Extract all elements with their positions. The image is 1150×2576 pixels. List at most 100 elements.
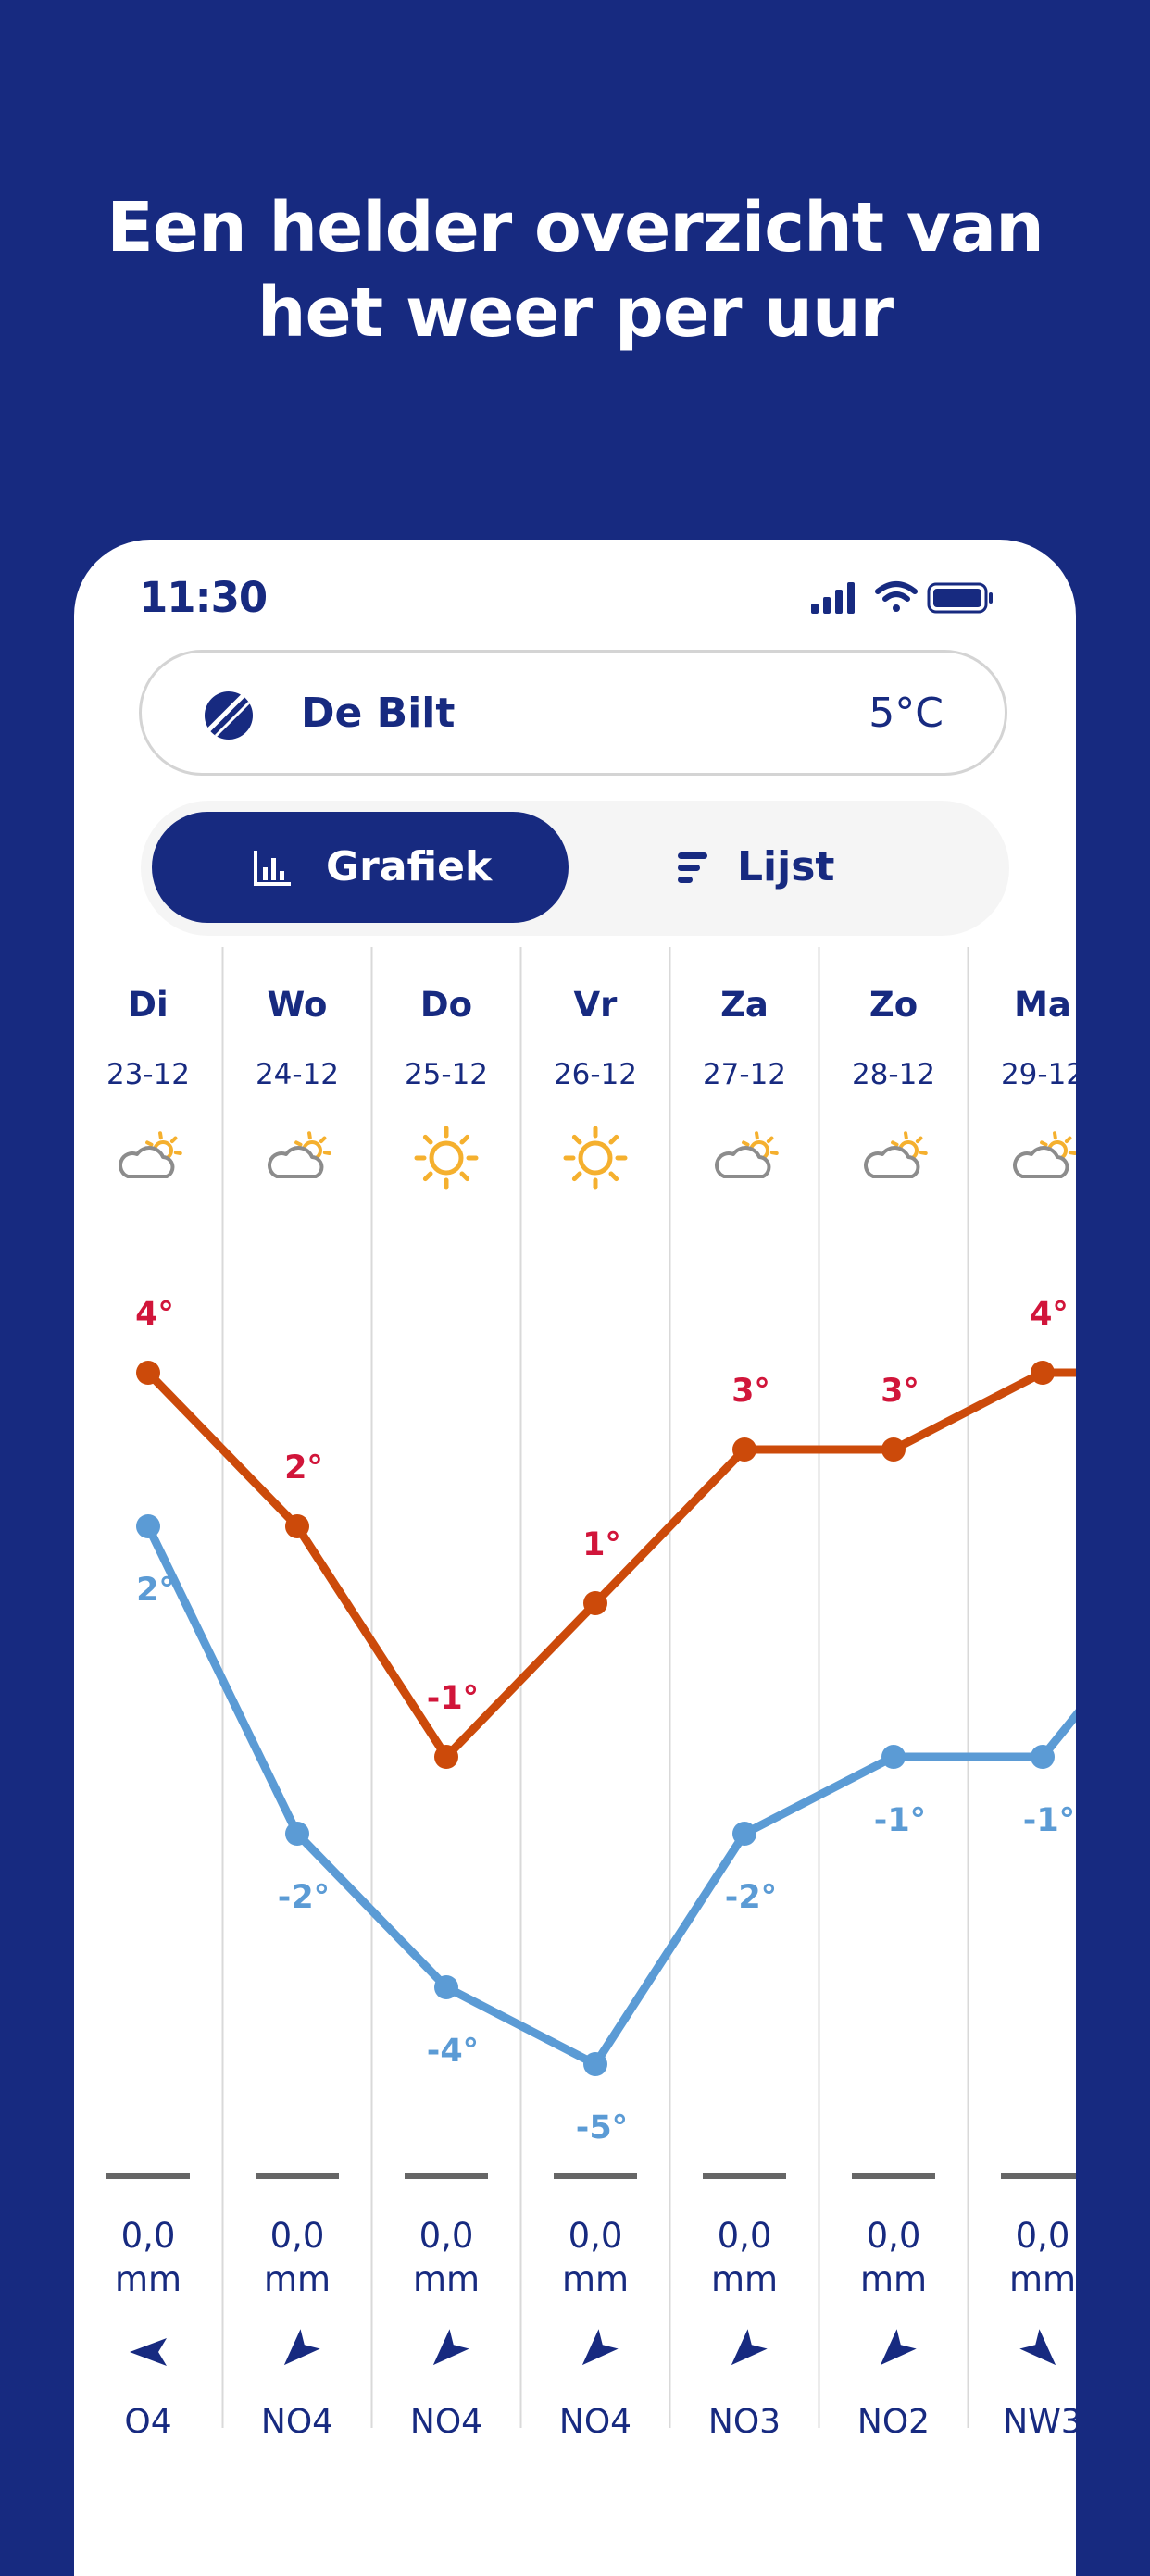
min-temperature-line — [144, 1524, 1076, 2069]
min-temperature-point — [136, 1514, 160, 1538]
wind-direction-icon — [880, 2329, 917, 2366]
max-temperature-label: 3° — [881, 1373, 919, 1410]
min-temperature-label: -1° — [874, 1802, 926, 1839]
min-temperature-point — [732, 1822, 756, 1846]
wind-direction-icon — [432, 2329, 469, 2366]
day-label: Zo — [869, 985, 918, 1025]
precipitation-unit: mm — [860, 2259, 927, 2299]
precipitation-value: 0,0 — [270, 2216, 325, 2256]
precipitation-unit: mm — [711, 2259, 778, 2299]
status-time: 11:30 — [139, 573, 268, 622]
min-temperature-label: -5° — [576, 2109, 628, 2147]
phone-screen: 11:30 De Bilt 5°C — [74, 540, 1076, 2576]
max-temperature-label: 4° — [1030, 1296, 1069, 1333]
date-label: 25-12 — [405, 1058, 488, 1091]
headline-line-2: het weer per uur — [256, 273, 894, 353]
min-temperature-label: -2° — [725, 1879, 777, 1916]
location-name: De Bilt — [301, 690, 456, 737]
partly-cloudy-icon — [715, 1131, 779, 1178]
precipitation-unit: mm — [562, 2259, 629, 2299]
date-label: 26-12 — [554, 1058, 637, 1091]
date-label: 23-12 — [106, 1058, 190, 1091]
list-icon — [678, 852, 707, 883]
battery-icon — [927, 582, 993, 614]
partly-cloudy-icon — [1013, 1131, 1076, 1178]
cellular-signal-icon — [811, 582, 855, 614]
wind-label: NO4 — [559, 2403, 631, 2441]
location-bar[interactable]: De Bilt 5°C — [139, 650, 1007, 776]
wind-label: NW3 — [1003, 2403, 1076, 2441]
wind-label: O4 — [124, 2403, 171, 2441]
min-temperature-point — [434, 1975, 458, 1999]
tab-list[interactable]: Lijst — [580, 812, 998, 923]
min-temperature-point — [881, 1745, 906, 1769]
current-temperature: 5°C — [869, 690, 944, 737]
sun-icon — [414, 1126, 479, 1190]
status-icons — [811, 581, 993, 614]
wifi-icon — [875, 581, 918, 612]
precipitation-value: 0,0 — [867, 2216, 921, 2256]
max-temperature-point — [732, 1437, 756, 1462]
precipitation-unit: mm — [115, 2259, 181, 2299]
min-temperature-label: 2° — [136, 1572, 175, 1609]
precipitation-value: 0,0 — [1016, 2216, 1070, 2256]
max-temperature-label: 1° — [582, 1526, 621, 1563]
max-temperature-point — [881, 1437, 906, 1462]
tab-graph-label: Grafiek — [326, 843, 493, 890]
day-label: Ma — [1014, 985, 1071, 1025]
precipitation-value: 0,0 — [419, 2216, 474, 2256]
wind-label: NO4 — [410, 2403, 482, 2441]
partly-cloudy-icon — [268, 1131, 331, 1178]
max-temperature-point — [583, 1591, 607, 1615]
max-temperature-label: 2° — [284, 1450, 323, 1487]
max-temperature-point — [1031, 1361, 1055, 1385]
max-temperature-line — [144, 1368, 1076, 1761]
day-label: Di — [128, 985, 168, 1025]
wind-label: NO4 — [261, 2403, 333, 2441]
date-label: 24-12 — [256, 1058, 339, 1091]
precipitation-value: 0,0 — [121, 2216, 176, 2256]
wind-direction-icon — [130, 2338, 167, 2366]
date-label: 28-12 — [852, 1058, 935, 1091]
headline-line-1: Een helder overzicht van — [106, 188, 1044, 268]
partly-cloudy-icon — [864, 1131, 928, 1178]
min-temperature-point — [1031, 1745, 1055, 1769]
weather-logo-icon — [205, 691, 253, 740]
forecast-chart: Di 23-12 Wo 24-12 Do 25-12 Vr 26-12 Za 27-12 Zo 28-… — [106, 947, 1076, 2441]
min-temperature-point — [285, 1822, 309, 1846]
headline: Een helder overzicht van het weer per uu… — [0, 185, 1150, 355]
precipitation-unit: mm — [264, 2259, 331, 2299]
wind-label: NO3 — [708, 2403, 781, 2441]
day-label: Wo — [268, 985, 328, 1025]
precipitation-value: 0,0 — [569, 2216, 623, 2256]
wind-direction-icon — [731, 2329, 768, 2366]
wind-label: NO2 — [857, 2403, 930, 2441]
min-temperature-label: -4° — [427, 2033, 479, 2070]
precipitation-value: 0,0 — [718, 2216, 772, 2256]
day-label: Do — [420, 985, 472, 1025]
date-label: 27-12 — [703, 1058, 786, 1091]
view-toggle: Grafiek Lijst — [141, 801, 1009, 936]
partly-cloudy-icon — [119, 1131, 182, 1178]
max-temperature-point — [285, 1514, 309, 1538]
min-temperature-label: -2° — [278, 1879, 330, 1916]
min-temperature-label: -1° — [1023, 1802, 1075, 1839]
wind-direction-icon — [581, 2329, 619, 2366]
max-temperature-point — [434, 1745, 458, 1769]
bar-chart-icon — [254, 851, 291, 886]
tab-list-label: Lijst — [737, 843, 835, 890]
max-temperature-label: 4° — [135, 1296, 174, 1333]
precipitation-unit: mm — [1009, 2259, 1076, 2299]
tab-graph[interactable]: Grafiek — [152, 812, 569, 923]
day-label: Za — [720, 985, 769, 1025]
max-temperature-label: 3° — [731, 1373, 770, 1410]
wind-direction-icon — [1019, 2329, 1056, 2366]
day-label: Vr — [574, 985, 619, 1025]
max-temperature-label: -1° — [427, 1680, 479, 1717]
wind-direction-icon — [283, 2329, 320, 2366]
min-temperature-point — [583, 2052, 607, 2076]
date-label: 29-12 — [1001, 1058, 1076, 1091]
max-temperature-point — [136, 1361, 160, 1385]
sun-icon — [563, 1126, 628, 1190]
precipitation-unit: mm — [413, 2259, 480, 2299]
